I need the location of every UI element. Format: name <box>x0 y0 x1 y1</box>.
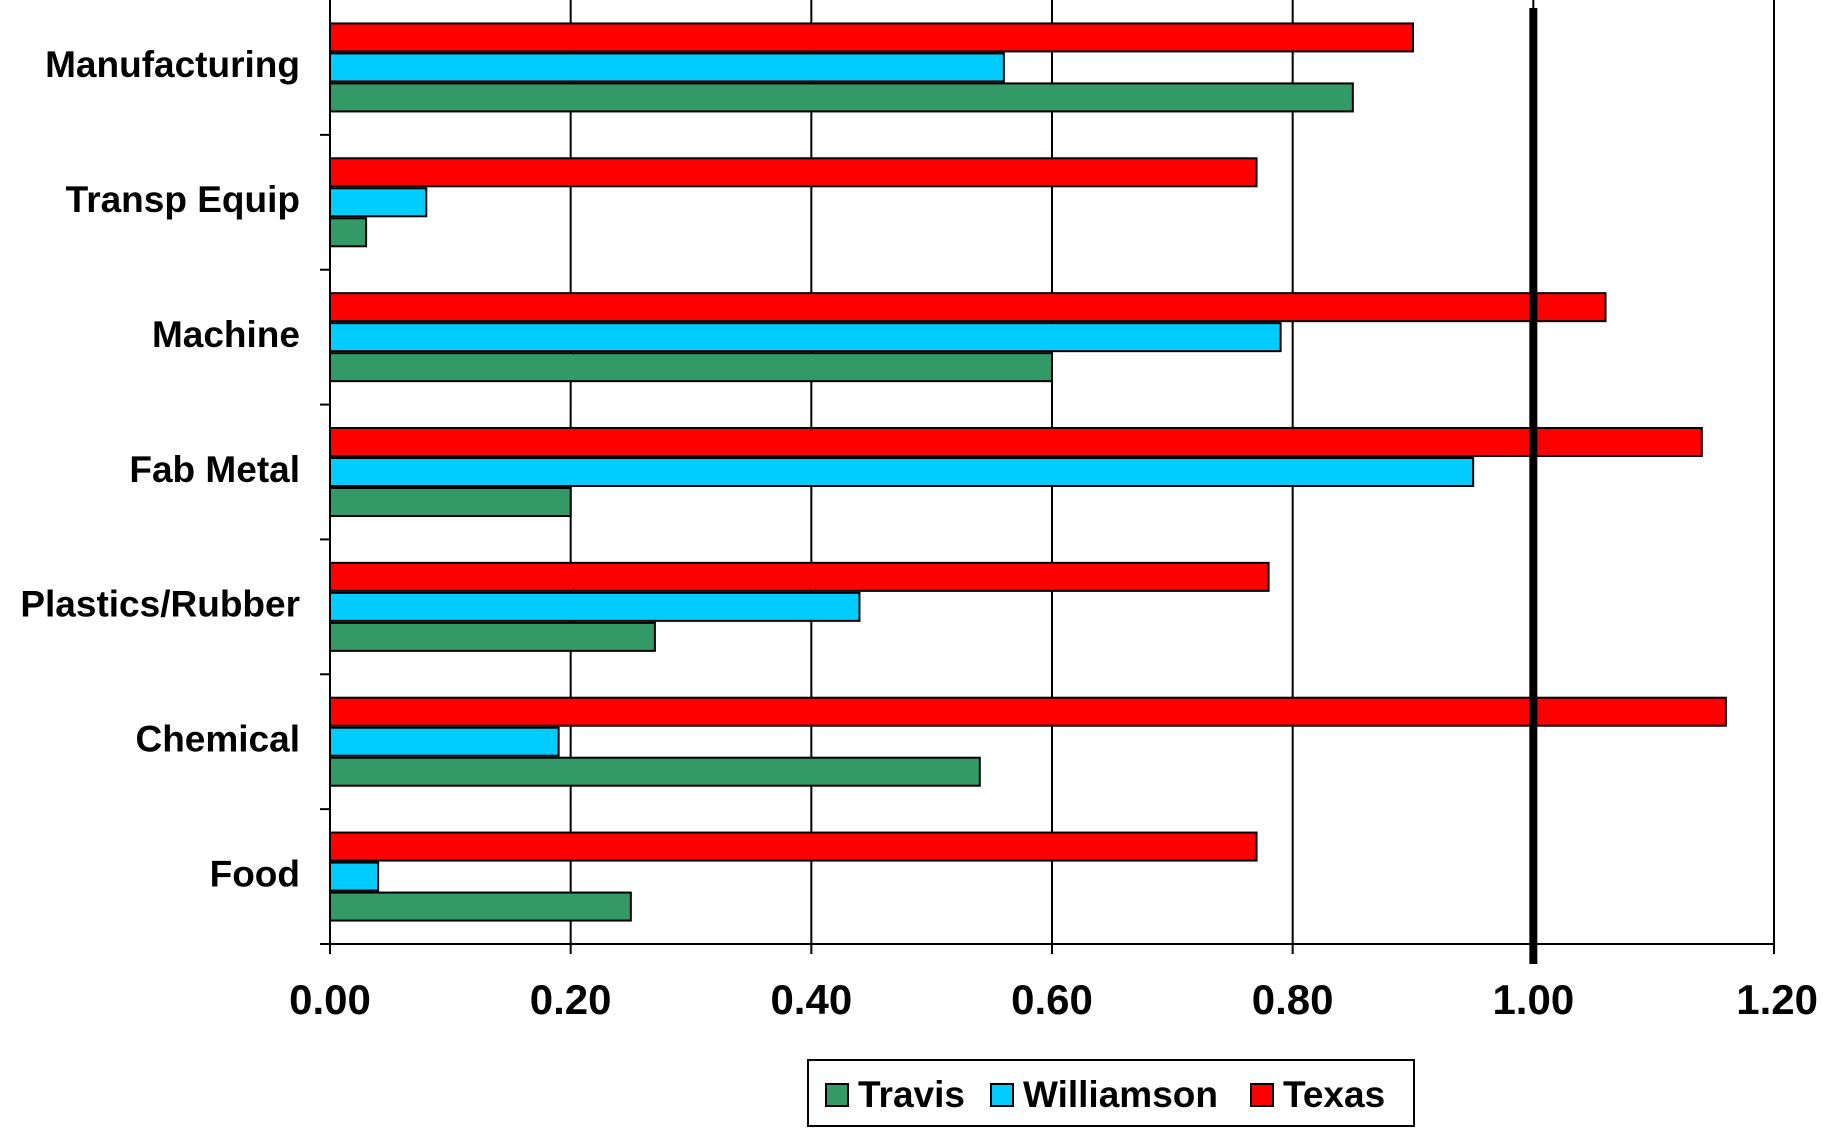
bar-williamson-2 <box>329 322 1282 353</box>
legend-label-texas: Texas <box>1283 1074 1385 1115</box>
bar-texas-5 <box>329 696 1727 727</box>
category-label-1: Transp Equip <box>66 179 300 220</box>
bar-travis-5 <box>329 756 981 787</box>
bar-texas-0 <box>329 22 1414 53</box>
x-tick-label-6: 1.20 <box>1736 976 1818 1023</box>
bar-williamson-5 <box>329 726 560 757</box>
bar-travis-0 <box>329 82 1354 113</box>
bar-texas-2 <box>329 292 1607 323</box>
category-label-5: Chemical <box>135 718 300 759</box>
legend-swatch-travis <box>825 1083 849 1107</box>
x-tick-label-4: 0.80 <box>1252 976 1334 1023</box>
legend-box <box>807 1059 1415 1127</box>
legend-label-williamson: Williamson <box>1023 1074 1218 1115</box>
bar-texas-3 <box>329 427 1703 457</box>
bar-williamson-6 <box>329 861 380 892</box>
x-tick-label-1: 0.20 <box>530 976 612 1023</box>
category-label-2: Machine <box>152 314 300 355</box>
x-tick-label-0: 0.00 <box>289 976 371 1023</box>
category-label-4: Plastics/Rubber <box>20 584 300 625</box>
bar-travis-2 <box>329 352 1053 383</box>
legend-swatch-texas <box>1250 1083 1274 1107</box>
x-tick-label-3: 0.60 <box>1011 976 1093 1023</box>
bar-texas-6 <box>329 831 1258 862</box>
bar-travis-3 <box>329 487 572 517</box>
category-label-0: Manufacturing <box>45 44 300 85</box>
bar-williamson-0 <box>329 52 1005 83</box>
bar-travis-6 <box>329 891 632 922</box>
bar-williamson-4 <box>329 591 861 622</box>
bar-travis-1 <box>329 217 368 248</box>
bar-williamson-3 <box>329 457 1475 487</box>
x-tick-label-2: 0.40 <box>770 976 852 1023</box>
bar-texas-4 <box>329 561 1270 592</box>
x-tick-label-5: 1.00 <box>1492 976 1574 1023</box>
legend-label-travis: Travis <box>858 1074 965 1115</box>
category-label-6: Food <box>210 853 300 894</box>
legend-swatch-williamson <box>990 1083 1014 1107</box>
bar-travis-4 <box>329 621 656 652</box>
bar-texas-1 <box>329 157 1258 188</box>
category-label-3: Fab Metal <box>129 449 300 490</box>
bar-williamson-1 <box>329 187 428 218</box>
